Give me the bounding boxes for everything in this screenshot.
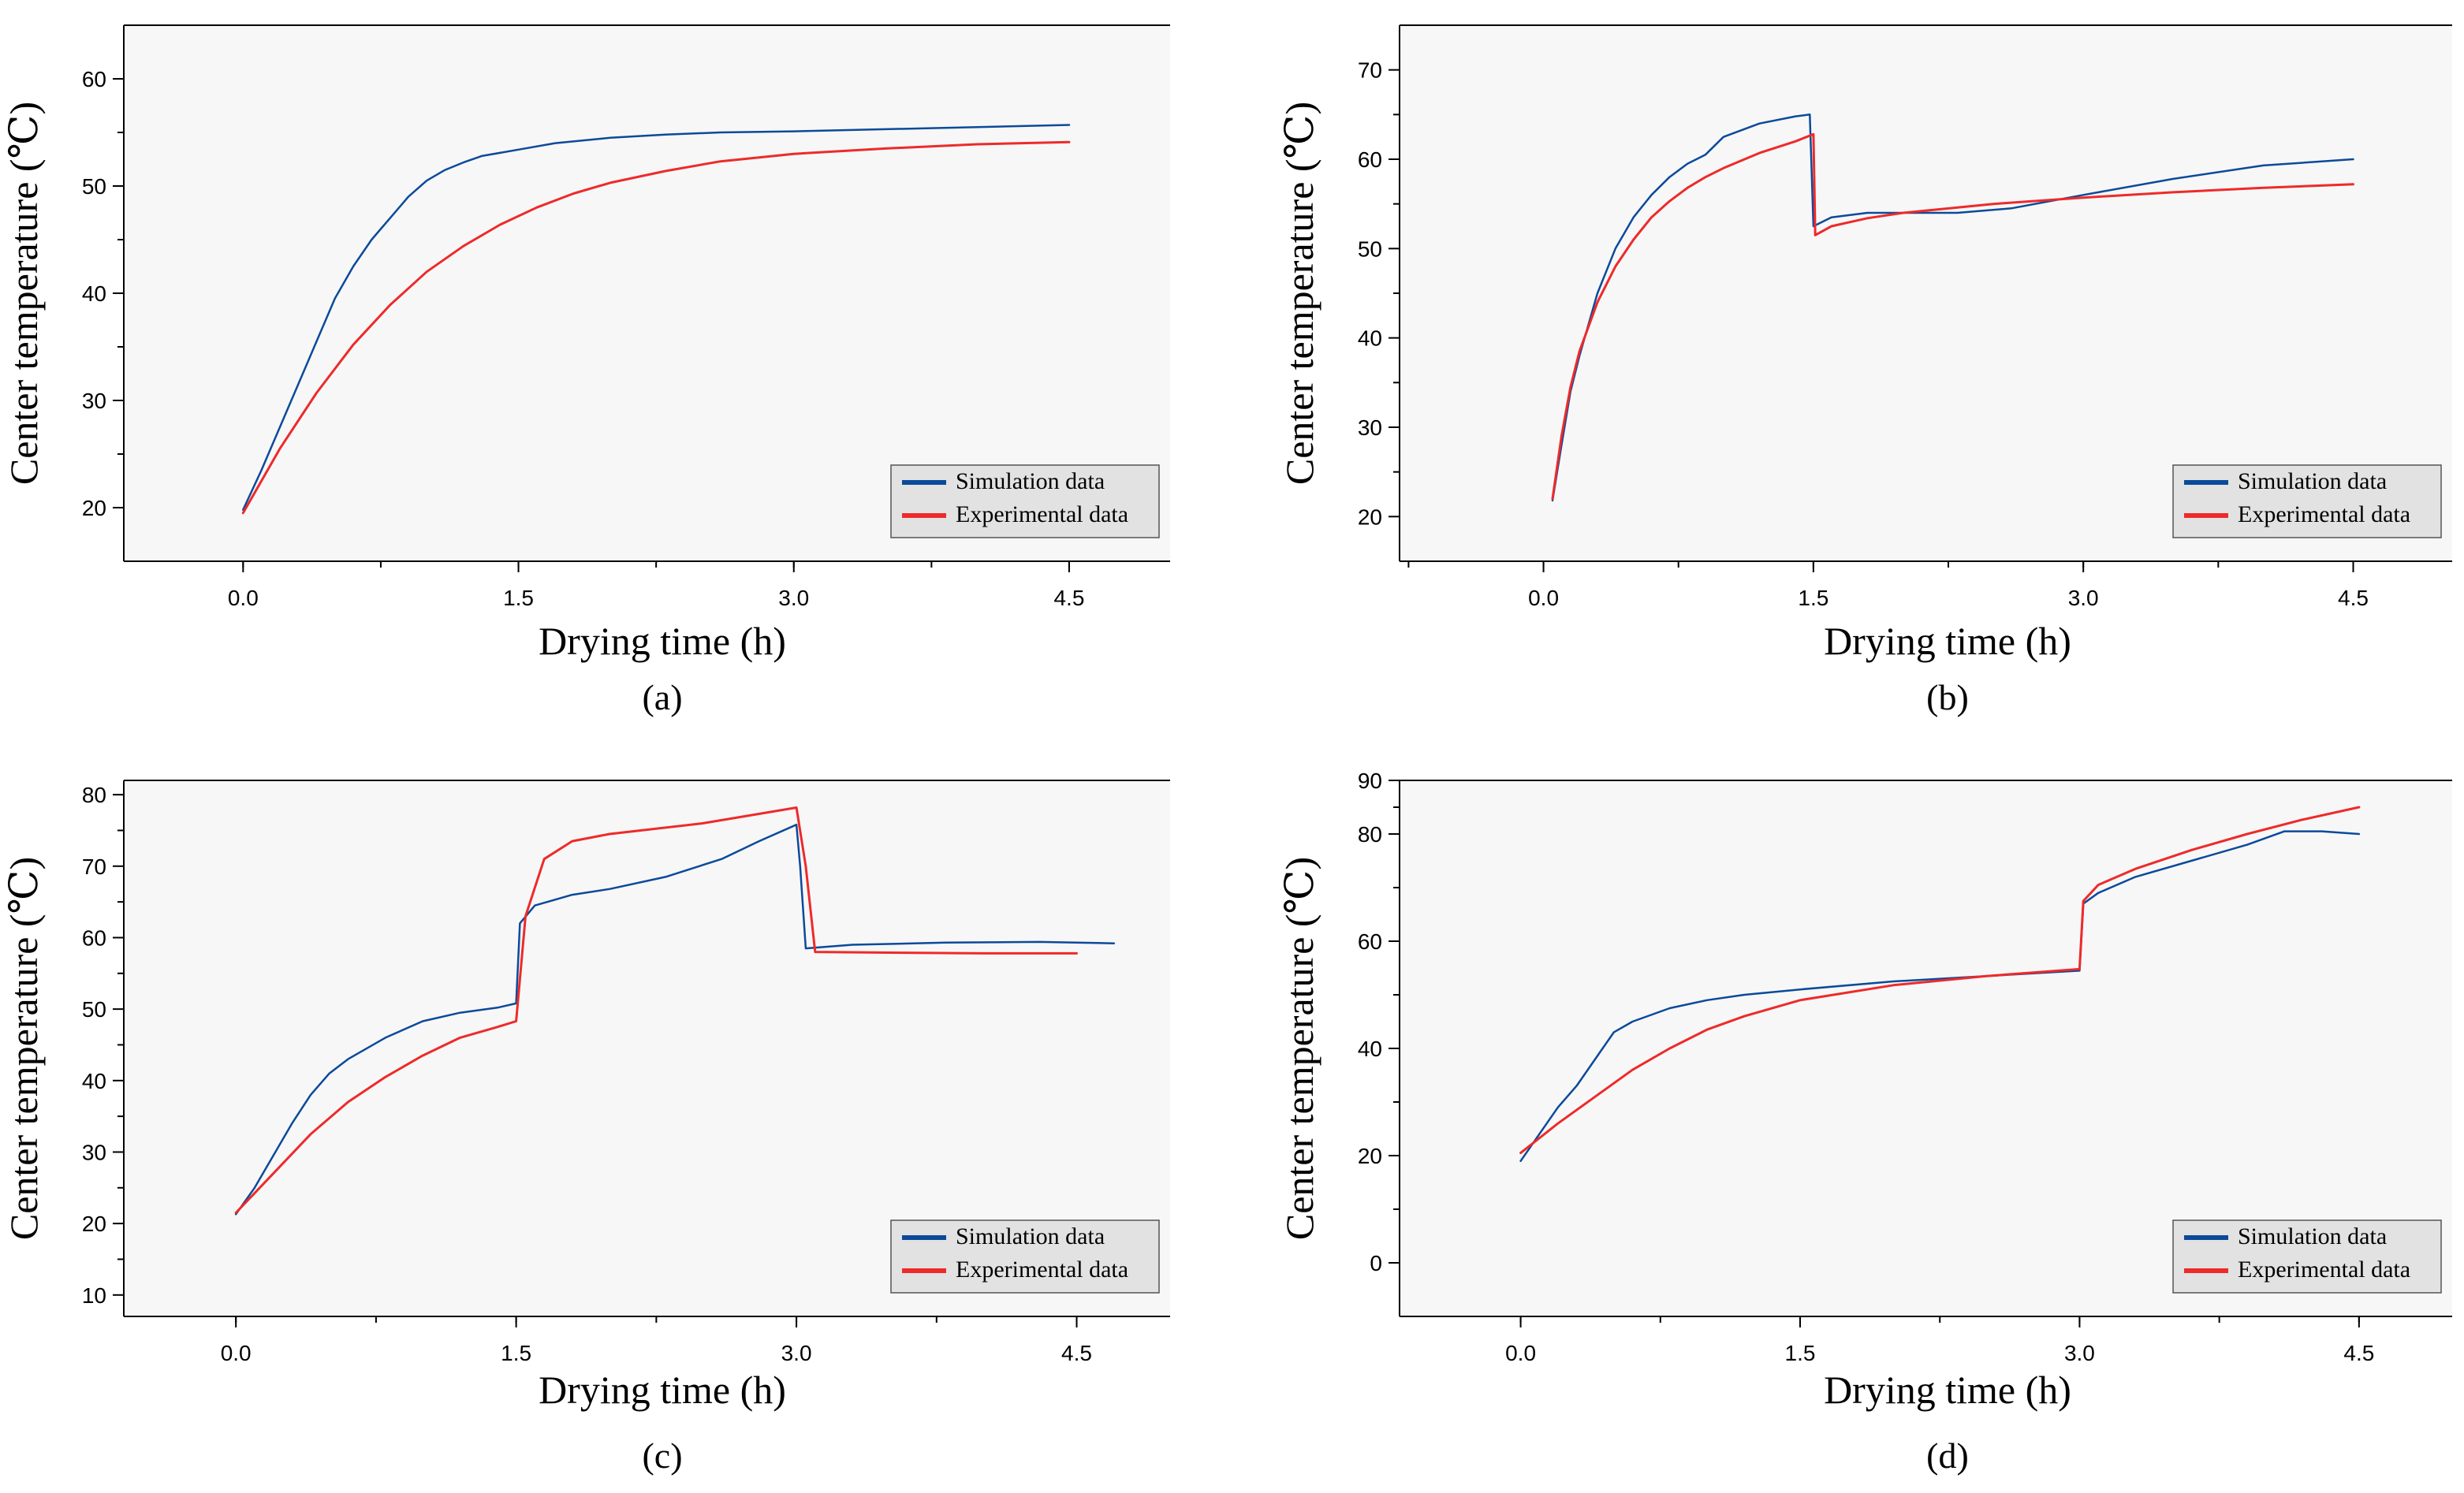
legend-label-experimental: Experimental data: [956, 501, 1128, 527]
y-tick-label: 60: [82, 925, 106, 950]
panel-label: (c): [642, 1435, 682, 1476]
y-tick-label: 40: [82, 1069, 106, 1093]
y-tick-label: 20: [1358, 504, 1382, 529]
x-tick-label: 0.0: [221, 1341, 252, 1365]
y-tick-label: 30: [82, 1140, 106, 1164]
y-axis-title: Center temperature (℃): [1277, 857, 1321, 1240]
x-axis-title: Drying time (h): [539, 1368, 786, 1412]
y-tick-label: 40: [82, 281, 106, 306]
experimental-series-line: [1519, 806, 2361, 1155]
y-tick-label: 20: [82, 496, 106, 520]
y-tick-label: 30: [1358, 415, 1382, 440]
y-axis-title: Center temperature (℃): [1277, 102, 1321, 485]
legend-label-simulation: Simulation data: [2238, 468, 2387, 494]
y-tick-label: 40: [1358, 326, 1382, 351]
y-tick-label: 20: [1358, 1144, 1382, 1168]
y-tick-label: 0: [1370, 1251, 1382, 1275]
panel-label: (d): [1926, 1435, 1969, 1476]
legend-box: [890, 464, 1160, 538]
x-tick-label: 0.0: [228, 586, 259, 610]
legend-box: [2172, 464, 2442, 538]
panel-label: (b): [1926, 677, 1969, 717]
y-tick-label: 50: [82, 174, 106, 199]
experimental-series-line: [1551, 132, 2354, 501]
x-tick-label: 3.0: [778, 586, 809, 610]
experimental-series-line: [241, 140, 1071, 515]
legend-label-experimental: Experimental data: [2238, 1257, 2410, 1283]
x-tick-label: 4.5: [1061, 1341, 1092, 1365]
y-tick-label: 60: [1358, 929, 1382, 954]
x-tick-label: 1.5: [501, 1341, 531, 1365]
y-tick-label: 10: [82, 1283, 106, 1308]
y-tick-label: 50: [82, 997, 106, 1022]
legend: Simulation data Experimental data: [2172, 1219, 2442, 1294]
legend: Simulation data Experimental data: [890, 464, 1160, 538]
y-axis-title: Center temperature (℃): [2, 102, 46, 485]
chart-panel-1: 0.0 1.5 3.0 4.5 20 30 40 50 60 Drying time (h) Cen…: [2, 24, 1170, 717]
y-tick-label: 90: [1358, 769, 1382, 793]
x-tick-label: 3.0: [2064, 1341, 2095, 1365]
x-tick-label: 4.5: [2338, 586, 2369, 610]
y-tick-label: 60: [82, 67, 106, 91]
y-tick-label: 30: [82, 389, 106, 413]
chart-panel-4: 0.0 1.5 3.0 4.5 0 20 40 60 80 90 Drying time (h) Ce…: [1277, 769, 2452, 1476]
simulation-series-line: [242, 124, 1071, 511]
x-tick-label: 0.0: [1528, 586, 1559, 610]
simulation-series-line: [1519, 830, 2361, 1163]
legend-label-experimental: Experimental data: [2238, 501, 2410, 527]
x-tick-label: 1.5: [503, 586, 534, 610]
x-tick-label: 4.5: [2343, 1341, 2374, 1365]
x-tick-label: 1.5: [1785, 1341, 1816, 1365]
y-axis-title: Center temperature (℃): [2, 857, 46, 1240]
y-tick-label: 60: [1358, 147, 1382, 172]
y-tick-label: 50: [1358, 236, 1382, 261]
x-tick-label: 3.0: [781, 1341, 812, 1365]
legend-label-simulation: Simulation data: [956, 468, 1105, 494]
legend: Simulation data Experimental data: [2172, 464, 2442, 538]
simulation-series-line: [1551, 114, 2354, 502]
y-tick-label: 40: [1358, 1037, 1382, 1061]
legend-label-experimental: Experimental data: [956, 1257, 1128, 1283]
simulation-series-line: [234, 823, 1116, 1216]
chart-panel-2: 0.0 1.5 3.0 4.5 20 30 40 50 60 70 Drying time (h) C…: [1277, 24, 2452, 717]
x-tick-label: 0.0: [1505, 1341, 1536, 1365]
legend-box: [890, 1219, 1160, 1294]
x-axis-title: Drying time (h): [1824, 619, 2071, 663]
experimental-series-line: [234, 806, 1078, 1214]
x-tick-label: 4.5: [1053, 586, 1084, 610]
legend: Simulation data Experimental data: [890, 1219, 1160, 1294]
chart-panel-3: 0.0 1.5 3.0 4.5 10 20 30 40 50 60 70 80 Drying time …: [2, 780, 1170, 1476]
x-axis-title: Drying time (h): [1824, 1368, 2071, 1412]
y-tick-label: 80: [82, 783, 106, 807]
x-tick-label: 1.5: [1798, 586, 1828, 610]
y-tick-label: 70: [1358, 58, 1382, 83]
y-tick-label: 80: [1358, 822, 1382, 847]
legend-label-simulation: Simulation data: [2238, 1223, 2387, 1249]
y-tick-label: 20: [82, 1212, 106, 1236]
panel-label: (a): [642, 677, 682, 717]
y-tick-label: 70: [82, 854, 106, 879]
x-tick-label: 3.0: [2068, 586, 2099, 610]
x-axis-title: Drying time (h): [539, 619, 786, 663]
legend-label-simulation: Simulation data: [956, 1223, 1105, 1249]
legend-box: [2172, 1219, 2442, 1294]
